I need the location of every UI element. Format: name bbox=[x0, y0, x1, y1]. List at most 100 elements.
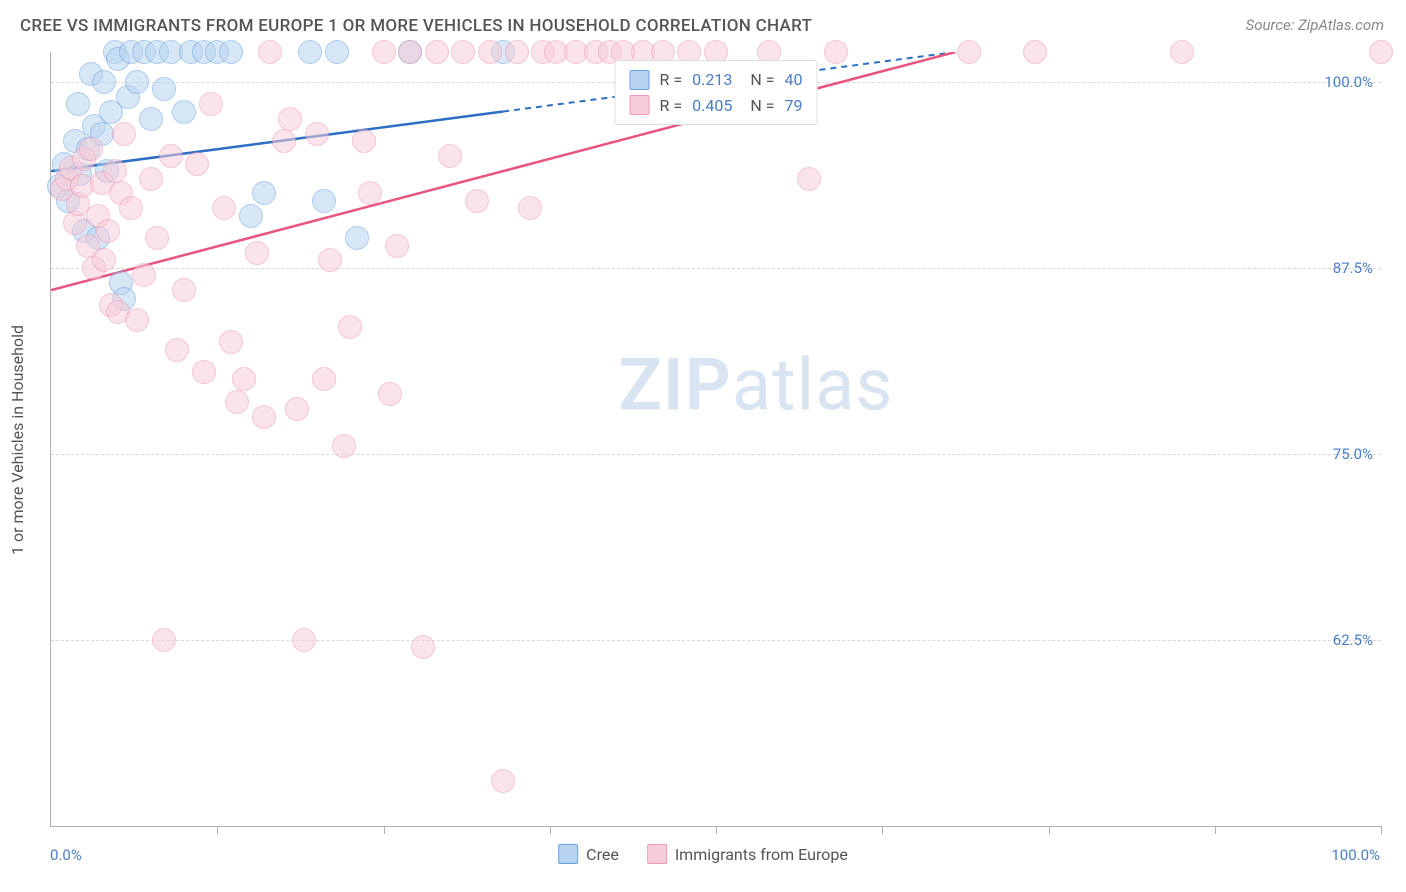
data-point-cree bbox=[172, 100, 196, 124]
swatch-bottom-0 bbox=[558, 844, 578, 864]
legend-label-0: Cree bbox=[586, 845, 619, 864]
data-point-immigrants-from-europe bbox=[338, 315, 362, 339]
data-point-immigrants-from-europe bbox=[125, 308, 149, 332]
swatch-bottom-1 bbox=[647, 844, 667, 864]
gridline bbox=[51, 268, 1381, 269]
data-point-immigrants-from-europe bbox=[425, 40, 449, 64]
data-point-immigrants-from-europe bbox=[172, 278, 196, 302]
data-point-immigrants-from-europe bbox=[232, 367, 256, 391]
x-tick bbox=[882, 826, 883, 834]
data-point-immigrants-from-europe bbox=[352, 129, 376, 153]
watermark-rest: atlas bbox=[732, 342, 894, 427]
x-tick bbox=[1381, 826, 1382, 834]
data-point-immigrants-from-europe bbox=[332, 434, 356, 458]
data-point-immigrants-from-europe bbox=[505, 40, 529, 64]
legend-stats: R = 0.213 N = 40 R = 0.405 N = 79 bbox=[615, 60, 818, 125]
y-tick-label: 87.5% bbox=[1333, 259, 1373, 277]
chart-title: CREE VS IMMIGRANTS FROM EUROPE 1 OR MORE… bbox=[20, 16, 812, 36]
data-point-immigrants-from-europe bbox=[292, 628, 316, 652]
swatch-series-1 bbox=[630, 95, 650, 115]
data-point-immigrants-from-europe bbox=[272, 129, 296, 153]
data-point-cree bbox=[92, 70, 116, 94]
data-point-immigrants-from-europe bbox=[278, 107, 302, 131]
r-value-1: 0.405 bbox=[692, 93, 732, 119]
gridline bbox=[51, 454, 1381, 455]
data-point-immigrants-from-europe bbox=[112, 122, 136, 146]
x-tick bbox=[1215, 826, 1216, 834]
x-axis-min-label: 0.0% bbox=[50, 846, 82, 864]
data-point-immigrants-from-europe bbox=[797, 167, 821, 191]
data-point-immigrants-from-europe bbox=[285, 397, 309, 421]
legend-bottom: Cree Immigrants from Europe bbox=[558, 844, 848, 864]
n-value-1: 79 bbox=[784, 93, 802, 119]
r-value-0: 0.213 bbox=[692, 67, 732, 93]
data-point-immigrants-from-europe bbox=[957, 40, 981, 64]
swatch-series-0 bbox=[630, 70, 650, 90]
data-point-cree bbox=[66, 92, 90, 116]
data-point-cree bbox=[125, 70, 149, 94]
y-tick-label: 100.0% bbox=[1324, 73, 1373, 91]
data-point-immigrants-from-europe bbox=[92, 248, 116, 272]
data-point-immigrants-from-europe bbox=[219, 330, 243, 354]
data-point-immigrants-from-europe bbox=[145, 226, 169, 250]
data-point-immigrants-from-europe bbox=[212, 196, 236, 220]
data-point-cree bbox=[152, 77, 176, 101]
data-point-immigrants-from-europe bbox=[518, 196, 542, 220]
watermark-bold: ZIP bbox=[618, 342, 731, 427]
data-point-immigrants-from-europe bbox=[252, 405, 276, 429]
data-point-immigrants-from-europe bbox=[139, 167, 163, 191]
data-point-immigrants-from-europe bbox=[96, 219, 120, 243]
data-point-immigrants-from-europe bbox=[1170, 40, 1194, 64]
data-point-immigrants-from-europe bbox=[465, 189, 489, 213]
data-point-cree bbox=[312, 189, 336, 213]
data-point-immigrants-from-europe bbox=[378, 382, 402, 406]
x-axis-max-label: 100.0% bbox=[1331, 846, 1380, 864]
source-label: Source: ZipAtlas.com bbox=[1246, 16, 1384, 34]
data-point-immigrants-from-europe bbox=[225, 390, 249, 414]
data-point-immigrants-from-europe bbox=[159, 144, 183, 168]
data-point-cree bbox=[298, 40, 322, 64]
x-tick bbox=[384, 826, 385, 834]
legend-item-1: Immigrants from Europe bbox=[647, 844, 848, 864]
data-point-immigrants-from-europe bbox=[372, 40, 396, 64]
data-point-immigrants-from-europe bbox=[258, 40, 282, 64]
data-point-immigrants-from-europe bbox=[451, 40, 475, 64]
chart-container: CREE VS IMMIGRANTS FROM EUROPE 1 OR MORE… bbox=[0, 0, 1406, 892]
data-point-immigrants-from-europe bbox=[318, 248, 342, 272]
x-tick bbox=[550, 826, 551, 834]
data-point-cree bbox=[252, 181, 276, 205]
data-point-immigrants-from-europe bbox=[199, 92, 223, 116]
data-point-immigrants-from-europe bbox=[185, 152, 209, 176]
data-point-immigrants-from-europe bbox=[491, 769, 515, 793]
y-tick-label: 75.0% bbox=[1333, 445, 1373, 463]
data-point-immigrants-from-europe bbox=[385, 234, 409, 258]
data-point-immigrants-from-europe bbox=[1023, 40, 1047, 64]
legend-label-1: Immigrants from Europe bbox=[675, 845, 848, 864]
plot-area: ZIPatlas R = 0.213 N = 40 R = 0.405 N = … bbox=[50, 52, 1381, 827]
data-point-cree bbox=[345, 226, 369, 250]
data-point-cree bbox=[139, 107, 163, 131]
data-point-immigrants-from-europe bbox=[132, 263, 156, 287]
legend-stats-row-1: R = 0.405 N = 79 bbox=[630, 93, 803, 119]
data-point-immigrants-from-europe bbox=[411, 635, 435, 659]
data-point-immigrants-from-europe bbox=[478, 40, 502, 64]
data-point-immigrants-from-europe bbox=[1369, 40, 1393, 64]
y-axis-title: 1 or more Vehicles in Household bbox=[8, 325, 27, 555]
n-value-0: 40 bbox=[784, 67, 802, 93]
data-point-immigrants-from-europe bbox=[438, 144, 462, 168]
data-point-immigrants-from-europe bbox=[165, 338, 189, 362]
y-tick-label: 62.5% bbox=[1333, 631, 1373, 649]
data-point-immigrants-from-europe bbox=[398, 40, 422, 64]
data-point-immigrants-from-europe bbox=[245, 241, 269, 265]
trend-lines bbox=[51, 52, 1381, 826]
x-tick bbox=[217, 826, 218, 834]
watermark: ZIPatlas bbox=[618, 342, 893, 427]
data-point-cree bbox=[219, 40, 243, 64]
data-point-immigrants-from-europe bbox=[312, 367, 336, 391]
data-point-immigrants-from-europe bbox=[103, 159, 127, 183]
data-point-immigrants-from-europe bbox=[79, 137, 103, 161]
data-point-immigrants-from-europe bbox=[824, 40, 848, 64]
data-point-immigrants-from-europe bbox=[119, 196, 143, 220]
data-point-cree bbox=[239, 204, 263, 228]
legend-stats-row-0: R = 0.213 N = 40 bbox=[630, 67, 803, 93]
